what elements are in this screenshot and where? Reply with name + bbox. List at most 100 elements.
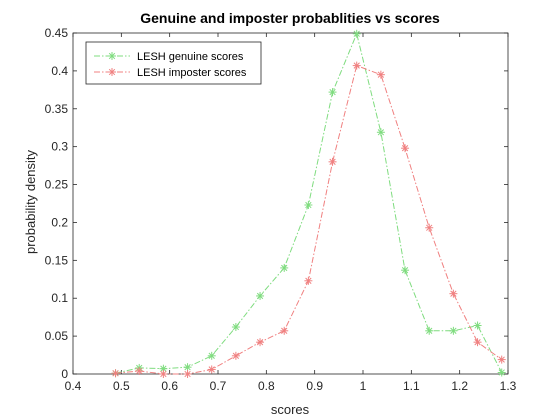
x-tick-label: 0.5 — [113, 379, 130, 393]
data-point — [425, 326, 434, 335]
legend-label: LESH genuine scores — [137, 51, 244, 63]
series-2 — [111, 61, 506, 378]
x-tick-label: 0.4 — [65, 379, 82, 393]
data-point-stroke — [281, 264, 288, 272]
data-point-stroke — [377, 129, 385, 136]
legend-entries: LESH genuine scores LESH imposter scores — [94, 51, 247, 79]
data-point-stroke — [401, 267, 409, 274]
data-point — [401, 144, 410, 153]
data-point-stroke — [450, 290, 457, 297]
data-point — [328, 88, 337, 97]
legend-marker-stroke — [108, 68, 116, 76]
y-tick-label: 0.45 — [45, 26, 69, 40]
data-point — [376, 128, 385, 137]
x-tick-label: 0.9 — [306, 379, 323, 393]
data-point-stroke — [353, 30, 360, 37]
chart-title: Genuine and imposter probablities vs sco… — [140, 10, 440, 26]
y-axis-label: probability density — [23, 149, 38, 254]
legend-label: LESH imposter scores — [137, 67, 247, 79]
data-point-stroke — [426, 327, 433, 334]
data-point-stroke — [160, 370, 167, 378]
data-point-stroke — [232, 323, 240, 331]
data-point-stroke — [498, 356, 505, 363]
data-point — [304, 201, 313, 210]
y-tick-label: 0.1 — [51, 291, 68, 305]
data-point — [159, 370, 168, 378]
legend-marker — [108, 52, 116, 60]
plot-area: 0.4 0.5 0.6 0.7 0.8 0.9 1 1.1 1.2 1.3 0 0.05 0.1 0.15… — [45, 26, 517, 393]
x-tick-label: 0.8 — [258, 379, 275, 393]
legend-marker-stroke — [108, 52, 116, 60]
x-tick-label: 0.6 — [161, 379, 178, 393]
legend-marker — [108, 68, 116, 76]
data-point — [497, 368, 506, 377]
y-tick-label: 0 — [61, 367, 68, 381]
data-point — [231, 323, 240, 332]
data-point-stroke — [256, 292, 264, 300]
data-point-stroke — [450, 327, 457, 334]
data-point — [473, 321, 482, 330]
data-point-stroke — [474, 322, 481, 329]
x-axis-label: scores — [271, 402, 310, 417]
x-tick-label: 1.3 — [500, 379, 517, 393]
data-point — [352, 29, 361, 38]
x-tick-label: 1 — [360, 379, 367, 393]
data-point-stroke — [426, 224, 433, 231]
data-point-stroke — [498, 369, 505, 376]
y-tick-label: 0.2 — [51, 215, 68, 229]
data-point-stroke — [353, 62, 360, 69]
data-point — [183, 370, 192, 378]
data-point-stroke — [401, 145, 409, 152]
data-point-stroke — [184, 370, 191, 378]
data-point — [135, 366, 144, 375]
data-point — [473, 338, 482, 347]
x-tick-label: 1.1 — [403, 379, 420, 393]
x-tick-label: 0.7 — [210, 379, 227, 393]
y-tick-label: 0.25 — [45, 178, 69, 192]
legend: LESH genuine scores LESH imposter scores — [85, 41, 262, 85]
data-point-stroke — [377, 71, 385, 78]
y-tick-label: 0.05 — [45, 329, 69, 343]
data-point — [111, 369, 120, 378]
x-tick-label: 1.2 — [451, 379, 468, 393]
y-tick-label: 0.15 — [45, 253, 69, 267]
axes-box — [72, 32, 509, 375]
data-point-stroke — [474, 339, 481, 346]
data-point — [231, 351, 240, 360]
data-point-stroke — [305, 201, 312, 209]
data-point — [183, 363, 192, 372]
data-point-stroke — [112, 370, 119, 377]
data-point-stroke — [160, 365, 167, 372]
data-point — [256, 291, 265, 300]
data-point — [256, 338, 265, 347]
data-point — [328, 157, 337, 166]
data-point-stroke — [305, 277, 312, 284]
y-tick-label: 0.4 — [51, 64, 68, 78]
y-tick-label: 0.3 — [51, 140, 68, 154]
data-point-stroke — [329, 158, 336, 165]
data-point — [280, 326, 289, 335]
legend-box — [85, 41, 262, 85]
data-point — [425, 223, 434, 232]
data-point-stroke — [208, 352, 215, 359]
data-point-stroke — [208, 366, 215, 373]
data-point — [497, 355, 506, 364]
data-point — [352, 61, 361, 70]
data-point-stroke — [256, 339, 264, 346]
data-point-stroke — [184, 364, 191, 371]
data-point — [449, 289, 458, 298]
data-point — [207, 351, 216, 360]
data-point — [376, 70, 385, 79]
data-point — [449, 326, 458, 335]
data-point — [207, 365, 216, 374]
data-point-stroke — [329, 88, 336, 96]
data-point — [304, 276, 313, 285]
y-tick-label: 0.35 — [45, 102, 69, 116]
data-point-stroke — [232, 352, 240, 359]
data-point — [280, 263, 289, 272]
data-point-stroke — [136, 367, 143, 375]
data-point-stroke — [281, 327, 288, 334]
data-point — [401, 266, 410, 275]
